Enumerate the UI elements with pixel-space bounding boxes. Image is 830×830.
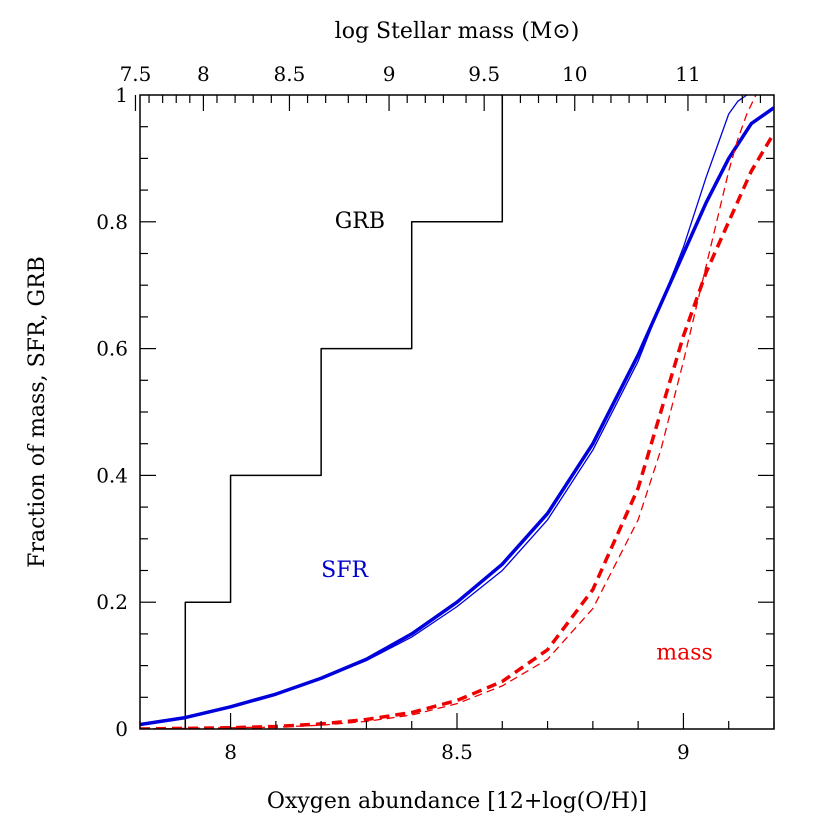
y-tick-label: 0.6	[96, 337, 128, 361]
y-tick-label: 0.4	[96, 463, 128, 487]
tick-labels-layer: 8 8.5 9 7.5 8 8.5 9 9.5 10 11 0 0.2 0.4 0.6 0.8 1	[96, 62, 700, 764]
series-grb	[184, 95, 504, 729]
y-tick-label: 1	[115, 83, 128, 107]
x-axis-title: Oxygen abundance [12+log(O/H)]	[267, 789, 647, 814]
top-tick-label: 8	[197, 62, 210, 86]
ticks-layer	[134, 95, 775, 729]
plot-frame	[139, 94, 775, 730]
series-sfr-thin	[140, 95, 748, 726]
annotation-layer: GRB SFR mass	[321, 209, 713, 665]
y-tick-label: 0.2	[96, 590, 128, 614]
series-sfr-thick	[140, 106, 774, 727]
annotation-sfr: SFR	[321, 558, 369, 583]
annotation-mass: mass	[656, 640, 713, 665]
x-tick-label: 9	[677, 740, 690, 764]
series-layer	[140, 95, 774, 729]
annotation-grb: GRB	[335, 209, 385, 234]
y-axis-title: Fraction of mass, SFR, GRB	[25, 256, 50, 568]
top-tick-label: 9.5	[468, 62, 500, 86]
y-tick-label: 0.8	[96, 210, 128, 234]
x-tick-label: 8.5	[441, 740, 473, 764]
top-tick-label: 7.5	[120, 62, 152, 86]
top-tick-label: 9	[383, 62, 396, 86]
top-axis-title: log Stellar mass (M⊙)	[335, 19, 580, 44]
top-tick-label: 8.5	[274, 62, 306, 86]
top-tick-label: 11	[675, 62, 700, 86]
series-mass-thin	[140, 95, 757, 729]
y-tick-label: 0	[115, 717, 128, 741]
x-tick-label: 8	[224, 740, 237, 764]
top-tick-label: 10	[562, 62, 587, 86]
